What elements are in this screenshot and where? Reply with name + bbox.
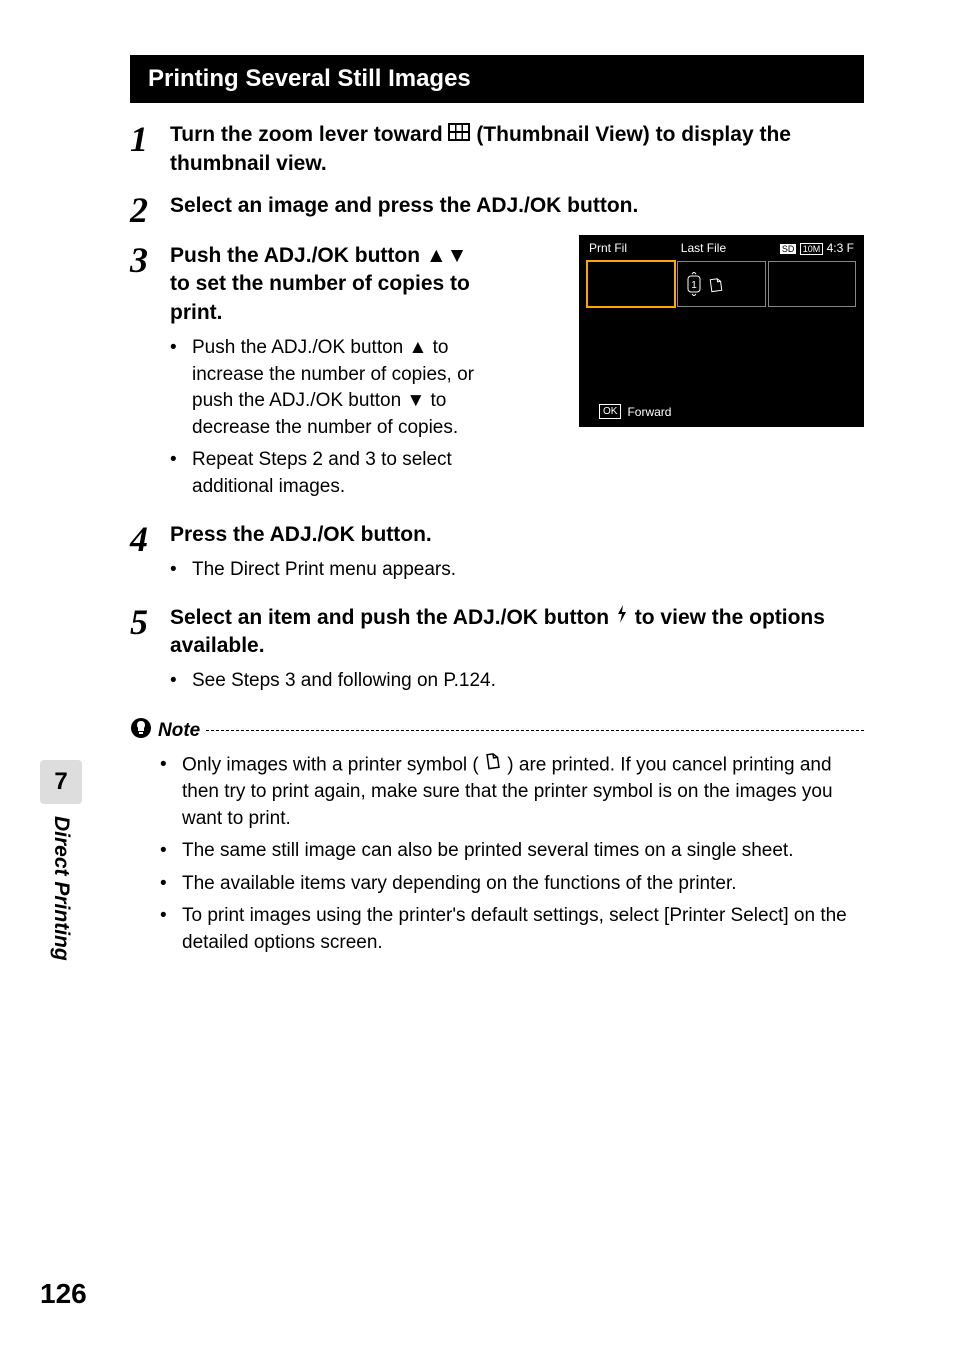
svg-text:1: 1 — [692, 280, 698, 291]
step-text: Push the ADJ./OK button — [170, 244, 426, 267]
step-title: Push the ADJ./OK button ▲▼ to set the nu… — [170, 242, 485, 327]
bullet-text: See Steps 3 and following on P.124. — [192, 668, 864, 695]
step-title: Select an image and press the ADJ./OK bu… — [170, 192, 864, 220]
bullet-icon: • — [170, 668, 192, 695]
thumbnail-view-icon — [448, 121, 470, 149]
chapter-tab: 7 Direct Printing — [40, 760, 82, 961]
list-item: • Repeat Steps 2 and 3 to select additio… — [170, 447, 485, 500]
step-title: Select an item and push the ADJ./OK butt… — [170, 604, 864, 661]
section-heading: Printing Several Still Images — [130, 55, 864, 103]
step-text: to set the number of copies to print. — [170, 272, 470, 323]
camera-status: SD 10M 4:3 F — [780, 241, 854, 255]
bullet-icon: • — [160, 752, 182, 832]
flash-icon — [615, 604, 629, 632]
list-item: • See Steps 3 and following on P.124. — [170, 668, 864, 695]
note-item: • The available items vary depending on … — [160, 871, 864, 898]
step-number: 1 — [130, 121, 170, 157]
camera-thumb: 1 — [677, 261, 765, 307]
chapter-title: Direct Printing — [49, 816, 73, 961]
up-down-icon: ▲▼ — [426, 244, 468, 267]
bullet-icon: • — [170, 447, 192, 500]
bullet-icon: • — [160, 871, 182, 898]
resolution-label: 10M — [800, 243, 824, 255]
note-text: To print images using the printer's defa… — [182, 903, 864, 956]
step-4: 4 Press the ADJ./OK button. • The Direct… — [130, 521, 864, 590]
list-item: • The Direct Print menu appears. — [170, 557, 864, 584]
step-number: 3 — [130, 242, 170, 278]
step-number: 2 — [130, 192, 170, 228]
step-title: Press the ADJ./OK button. — [170, 521, 864, 549]
ratio-label: 4:3 F — [827, 241, 854, 255]
note-section: Note • Only images with a printer symbol… — [130, 717, 864, 956]
camera-left-label: Prnt Fil — [589, 241, 627, 255]
note-item: • To print images using the printer's de… — [160, 903, 864, 956]
step-text: Turn the zoom lever toward — [170, 123, 448, 146]
camera-right-label: Last File — [681, 241, 726, 255]
note-text: The available items vary depending on th… — [182, 871, 864, 898]
bullet-icon: • — [160, 838, 182, 865]
sd-icon: SD — [780, 244, 797, 254]
note-bulb-icon — [130, 717, 152, 744]
camera-thumb — [768, 261, 856, 307]
camera-top-bar: Prnt Fil Last File SD 10M 4:3 F — [585, 241, 858, 259]
list-item: • Push the ADJ./OK button ▲ to increase … — [170, 335, 485, 441]
step-1: 1 Turn the zoom lever toward (Thumbnail … — [130, 121, 864, 178]
note-text: Only images with a printer symbol ( — [182, 754, 484, 775]
camera-bottom-bar: OK Forward — [599, 404, 671, 419]
down-triangle-icon: ▼ — [406, 390, 425, 411]
forward-label: Forward — [627, 405, 671, 419]
chapter-number: 7 — [40, 760, 82, 804]
note-item: • Only images with a printer symbol ( ) … — [160, 752, 864, 832]
printer-symbol-icon — [484, 752, 502, 779]
camera-thumb-selected — [587, 261, 675, 307]
bullet-icon: • — [160, 903, 182, 956]
note-label: Note — [158, 720, 200, 742]
bullet-icon: • — [170, 557, 192, 584]
camera-thumbnail-grid: 1 — [585, 259, 858, 309]
note-divider — [206, 730, 864, 731]
note-text: The same still image can also be printed… — [182, 838, 864, 865]
note-header: Note — [130, 717, 864, 744]
bullet-text: The Direct Print menu appears. — [192, 557, 864, 584]
step-text: Select an item and push the ADJ./OK butt… — [170, 606, 615, 629]
up-triangle-icon: ▲ — [409, 337, 428, 358]
step-number: 5 — [130, 604, 170, 640]
step-5: 5 Select an item and push the ADJ./OK bu… — [130, 604, 864, 702]
page-number: 126 — [40, 1278, 87, 1310]
camera-lcd-preview: Prnt Fil Last File SD 10M 4:3 F 1 OK For… — [579, 235, 864, 427]
note-item: • The same still image can also be print… — [160, 838, 864, 865]
bullet-text: Push the ADJ./OK button — [192, 337, 409, 358]
ok-button-label: OK — [599, 404, 621, 419]
bullet-text: Repeat Steps 2 and 3 to select additiona… — [192, 447, 485, 500]
step-title: Turn the zoom lever toward (Thumbnail Vi… — [170, 121, 864, 178]
bullet-icon: • — [170, 335, 192, 441]
step-2: 2 Select an image and press the ADJ./OK … — [130, 192, 864, 228]
step-number: 4 — [130, 521, 170, 557]
